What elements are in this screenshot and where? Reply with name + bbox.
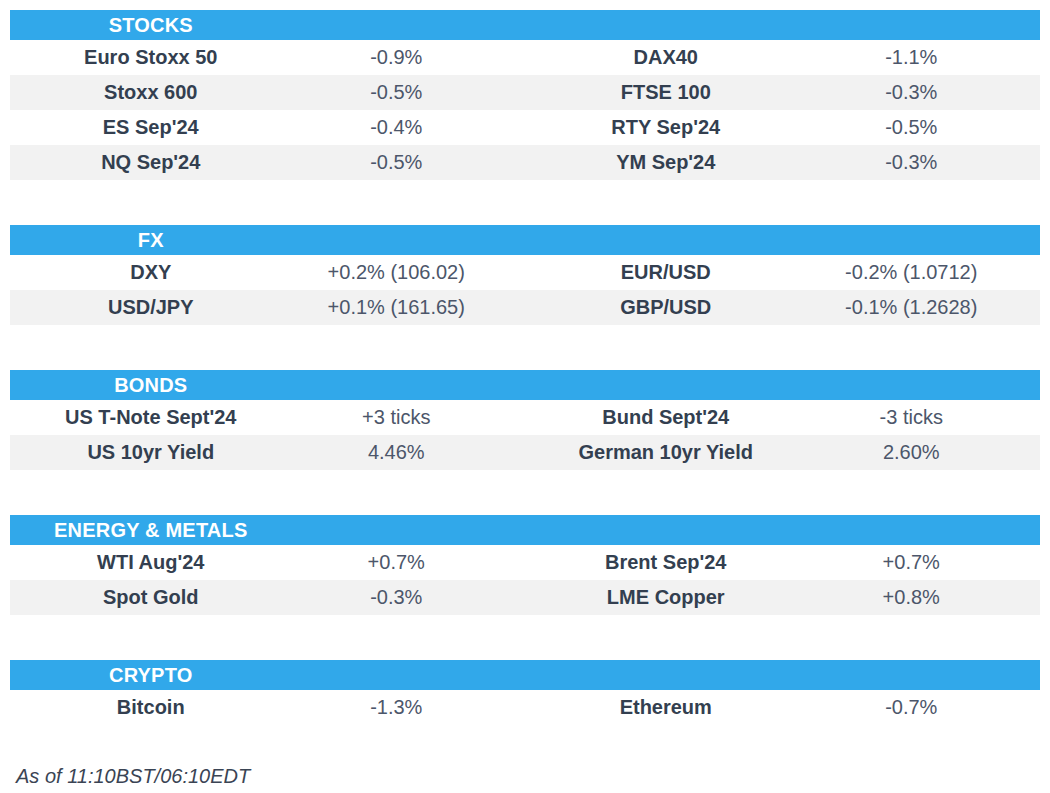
instrument-change: -0.3%: [783, 81, 1041, 104]
instrument-change: -0.5%: [268, 81, 526, 104]
market-wrap-report: STOCKS Euro Stoxx 50 -0.9% DAX40 -1.1% S…: [0, 0, 1050, 788]
instrument-change: +0.7%: [783, 551, 1041, 574]
section-title: STOCKS: [10, 14, 268, 37]
section-title: BONDS: [10, 374, 268, 397]
section-title: CRYPTO: [10, 664, 268, 687]
table-row: DXY +0.2% (106.02) EUR/USD -0.2% (1.0712…: [10, 255, 1040, 290]
table-row: WTI Aug'24 +0.7% Brent Sep'24 +0.7%: [10, 545, 1040, 580]
instrument-name: Stoxx 600: [10, 81, 268, 104]
instrument-change: +0.8%: [783, 586, 1041, 609]
instrument-change: 2.60%: [783, 441, 1041, 464]
instrument-name: Bund Sept'24: [525, 406, 783, 429]
instrument-name: RTY Sep'24: [525, 116, 783, 139]
instrument-name: DXY: [10, 261, 268, 284]
instrument-name: ES Sep'24: [10, 116, 268, 139]
instrument-name: YM Sep'24: [525, 151, 783, 174]
table-row: USD/JPY +0.1% (161.65) GBP/USD -0.1% (1.…: [10, 290, 1040, 325]
instrument-name: USD/JPY: [10, 296, 268, 319]
table-row: Stoxx 600 -0.5% FTSE 100 -0.3%: [10, 75, 1040, 110]
instrument-change: -1.1%: [783, 46, 1041, 69]
instrument-name: German 10yr Yield: [525, 441, 783, 464]
instrument-change: -0.5%: [783, 116, 1041, 139]
section-header-fx: FX: [10, 225, 1040, 255]
instrument-name: Bitcoin: [10, 696, 268, 719]
instrument-change: -3 ticks: [783, 406, 1041, 429]
instrument-change: +0.7%: [268, 551, 526, 574]
section-rows: US T-Note Sept'24 +3 ticks Bund Sept'24 …: [10, 400, 1040, 470]
table-row: US 10yr Yield 4.46% German 10yr Yield 2.…: [10, 435, 1040, 470]
section-header-bonds: BONDS: [10, 370, 1040, 400]
instrument-change: +0.2% (106.02): [268, 261, 526, 284]
instrument-change: -0.1% (1.2628): [783, 296, 1041, 319]
instrument-name: NQ Sep'24: [10, 151, 268, 174]
section-rows: Euro Stoxx 50 -0.9% DAX40 -1.1% Stoxx 60…: [10, 40, 1040, 180]
instrument-name: DAX40: [525, 46, 783, 69]
instrument-change: -0.3%: [783, 151, 1041, 174]
instrument-name: FTSE 100: [525, 81, 783, 104]
section-rows: DXY +0.2% (106.02) EUR/USD -0.2% (1.0712…: [10, 255, 1040, 325]
instrument-change: -0.4%: [268, 116, 526, 139]
section-stocks: STOCKS Euro Stoxx 50 -0.9% DAX40 -1.1% S…: [10, 10, 1040, 180]
instrument-name: WTI Aug'24: [10, 551, 268, 574]
instrument-change: -0.3%: [268, 586, 526, 609]
instrument-change: -0.5%: [268, 151, 526, 174]
instrument-change: +3 ticks: [268, 406, 526, 429]
table-row: Spot Gold -0.3% LME Copper +0.8%: [10, 580, 1040, 615]
instrument-change: 4.46%: [268, 441, 526, 464]
table-row: ES Sep'24 -0.4% RTY Sep'24 -0.5%: [10, 110, 1040, 145]
section-header-crypto: CRYPTO: [10, 660, 1040, 690]
table-row: US T-Note Sept'24 +3 ticks Bund Sept'24 …: [10, 400, 1040, 435]
instrument-change: -0.9%: [268, 46, 526, 69]
instrument-name: Brent Sep'24: [525, 551, 783, 574]
section-bonds: BONDS US T-Note Sept'24 +3 ticks Bund Se…: [10, 370, 1040, 470]
section-header-energy-metals: ENERGY & METALS: [10, 515, 1040, 545]
instrument-name: LME Copper: [525, 586, 783, 609]
section-fx: FX DXY +0.2% (106.02) EUR/USD -0.2% (1.0…: [10, 225, 1040, 325]
section-rows: WTI Aug'24 +0.7% Brent Sep'24 +0.7% Spot…: [10, 545, 1040, 615]
instrument-name: Ethereum: [525, 696, 783, 719]
instrument-change: -1.3%: [268, 696, 526, 719]
instrument-change: +0.1% (161.65): [268, 296, 526, 319]
section-title: ENERGY & METALS: [10, 519, 268, 542]
table-row: Bitcoin -1.3% Ethereum -0.7%: [10, 690, 1040, 725]
table-row: Euro Stoxx 50 -0.9% DAX40 -1.1%: [10, 40, 1040, 75]
table-row: NQ Sep'24 -0.5% YM Sep'24 -0.3%: [10, 145, 1040, 180]
section-energy-metals: ENERGY & METALS WTI Aug'24 +0.7% Brent S…: [10, 515, 1040, 615]
instrument-name: US 10yr Yield: [10, 441, 268, 464]
instrument-name: Euro Stoxx 50: [10, 46, 268, 69]
section-header-stocks: STOCKS: [10, 10, 1040, 40]
instrument-name: EUR/USD: [525, 261, 783, 284]
instrument-change: -0.2% (1.0712): [783, 261, 1041, 284]
section-rows: Bitcoin -1.3% Ethereum -0.7%: [10, 690, 1040, 725]
instrument-change: -0.7%: [783, 696, 1041, 719]
timestamp-note: As of 11:10BST/06:10EDT: [16, 765, 1040, 788]
instrument-name: Spot Gold: [10, 586, 268, 609]
section-crypto: CRYPTO Bitcoin -1.3% Ethereum -0.7%: [10, 660, 1040, 725]
section-title: FX: [10, 229, 268, 252]
instrument-name: US T-Note Sept'24: [10, 406, 268, 429]
instrument-name: GBP/USD: [525, 296, 783, 319]
